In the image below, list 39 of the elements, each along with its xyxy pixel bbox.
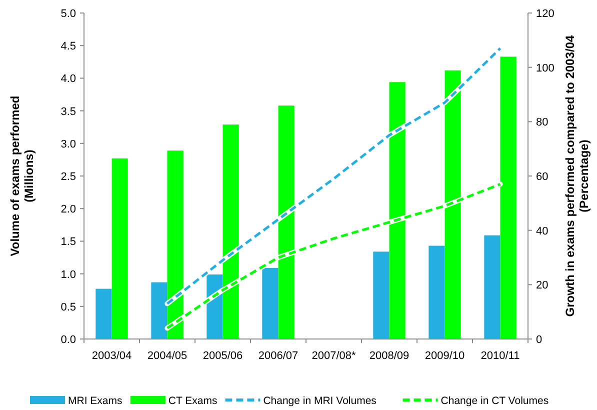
y-tick-label: 4.5 — [60, 40, 76, 53]
x-tick-label: 2003/04 — [92, 350, 132, 362]
y-tick-label: 2.0 — [60, 204, 76, 216]
y-tick-label: 3.0 — [60, 138, 76, 150]
y2-tick-label: 60 — [536, 171, 548, 183]
y2-tick-label: 80 — [536, 116, 548, 129]
y2-tick-label: 20 — [536, 280, 548, 292]
legend-label: Change in CT Volumes — [440, 395, 549, 407]
x-tick-label: 2007/08* — [312, 350, 356, 362]
x-tick-label: 2006/07 — [258, 350, 298, 362]
y2-tick-label: 0 — [536, 334, 542, 346]
bar — [500, 56, 516, 339]
y-tick-label: 0.5 — [60, 301, 76, 314]
x-tick-label: 2005/06 — [202, 350, 243, 362]
y2-tick-label: 100 — [536, 62, 554, 74]
bar — [484, 235, 500, 339]
y-tick-label: 0.0 — [60, 334, 76, 346]
y-tick-label: 4.0 — [60, 73, 76, 86]
y2-tick-label: 40 — [536, 225, 548, 238]
y-tick-label: 1.5 — [60, 236, 76, 248]
y-axis-title: Volume of exams performed (Millions) — [8, 96, 36, 256]
bar — [428, 246, 445, 339]
bar — [96, 288, 112, 339]
y2-axis-title: Growth in exams performed compared to 2003/04 (Percentage) — [563, 34, 591, 317]
bar — [262, 268, 278, 339]
bar — [373, 252, 390, 339]
y-tick-label: 1.0 — [60, 268, 76, 281]
y-tick-label: 3.5 — [60, 106, 76, 118]
legend-label: Change in MRI Volumes — [263, 395, 376, 407]
x-tick-label: 2010/11 — [480, 350, 520, 362]
y2-tick-label: 120 — [536, 8, 554, 20]
legend-label: CT Exams — [168, 395, 218, 407]
bar — [112, 158, 128, 339]
y-tick-label: 2.5 — [60, 171, 76, 183]
x-tick-label: 2004/05 — [147, 350, 188, 362]
y-tick-label: 5.0 — [60, 8, 76, 20]
legend-label: MRI Exams — [68, 395, 122, 407]
x-tick-label: 2009/10 — [424, 350, 465, 362]
x-tick-label: 2008/09 — [369, 350, 410, 362]
